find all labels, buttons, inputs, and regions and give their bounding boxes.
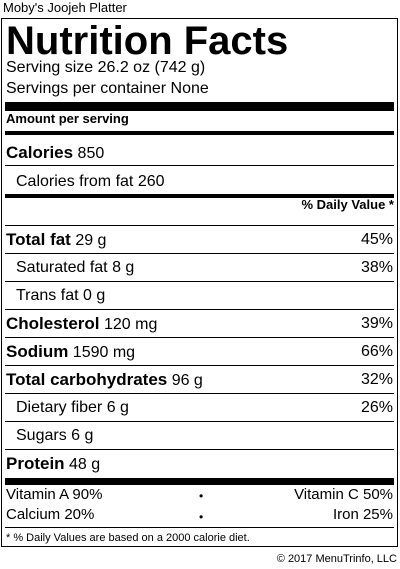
nutrient-dv: 66% xyxy=(360,343,393,360)
nutrient-amount: 1590 mg xyxy=(72,344,136,361)
calories-from-fat-row: Calories from fat 260 xyxy=(5,165,394,194)
nutrient-dv: 38% xyxy=(360,259,393,276)
nutrient-amount: 0 g xyxy=(83,287,106,304)
nutrient-label: Sodium xyxy=(6,342,69,361)
nutrient-row-trans-fat: Trans fat 0 g xyxy=(5,281,394,310)
nutrient-label: Cholesterol xyxy=(6,314,100,333)
nutrition-label: Nutrition Facts Serving size 26.2 oz (74… xyxy=(1,18,398,547)
serving-size: Serving size 26.2 oz (742 g) xyxy=(6,59,206,76)
nutrient-amount: 120 mg xyxy=(103,316,158,333)
calories-from-fat-value: 260 xyxy=(137,173,165,190)
copyright: © 2017 MenuTrinfo, LLC xyxy=(276,553,397,565)
nutrient-row-dietary-fiber: Dietary fiber 6 g 26% xyxy=(5,393,394,422)
nutrient-label: Saturated fat xyxy=(16,259,108,276)
medium-divider xyxy=(5,194,394,198)
nutrient-row-sugars: Sugars 6 g xyxy=(5,421,394,450)
nutrient-row-saturated-fat: Saturated fat 8 g 38% xyxy=(5,253,394,282)
nutrient-label: Dietary fiber xyxy=(16,399,103,416)
nutrient-dv: 26% xyxy=(360,399,393,416)
footnote: * % Daily Values are based on a 2000 cal… xyxy=(6,532,250,544)
label-title: Nutrition Facts xyxy=(6,19,289,63)
nutrient-amount: 29 g xyxy=(75,232,107,249)
nutrient-row-cholesterol: Cholesterol 120 mg 39% xyxy=(5,309,394,338)
amount-per-serving: Amount per serving xyxy=(6,111,129,126)
vitamin-c: Vitamin C 50% xyxy=(294,486,393,503)
calories-from-fat-label: Calories from fat xyxy=(16,173,134,190)
nutrient-amount: 96 g xyxy=(171,372,203,389)
nutrient-amount: 48 g xyxy=(69,456,101,473)
thick-divider xyxy=(5,478,394,485)
nutrient-amount: 6 g xyxy=(106,399,129,416)
nutrient-dv: 32% xyxy=(360,371,393,388)
calcium: Calcium 20% xyxy=(6,506,95,523)
calories-value: 850 xyxy=(77,145,105,162)
nutrient-dv: 39% xyxy=(360,315,393,332)
nutrient-label: Total fat xyxy=(6,230,71,249)
nutrient-label: Sugars xyxy=(16,427,67,444)
nutrient-amount: 8 g xyxy=(112,259,135,276)
thin-divider xyxy=(5,527,394,528)
bullet-icon: • xyxy=(199,489,204,503)
nutrient-label: Protein xyxy=(6,454,65,473)
nutrient-row-sodium: Sodium 1590 mg 66% xyxy=(5,337,394,366)
bullet-icon: • xyxy=(199,510,204,524)
nutrient-dv: 45% xyxy=(360,231,393,248)
medium-divider xyxy=(5,131,394,135)
servings-per-container: Servings per container None xyxy=(6,80,209,97)
calories-label: Calories xyxy=(6,143,74,162)
nutrient-row-total-fat: Total fat 29 g 45% xyxy=(5,225,394,254)
nutrient-amount: 6 g xyxy=(71,427,94,444)
thick-divider xyxy=(5,102,394,111)
iron: Iron 25% xyxy=(332,506,393,523)
calories-row: Calories 850 xyxy=(5,137,394,165)
nutrient-row-protein: Protein 48 g xyxy=(5,449,394,478)
nutrient-label: Trans fat xyxy=(16,287,79,304)
vitamin-a: Vitamin A 90% xyxy=(6,486,103,503)
nutrient-label: Total carbohydrates xyxy=(6,370,168,389)
nutrient-row-total-carbohydrates: Total carbohydrates 96 g 32% xyxy=(5,365,394,394)
daily-value-header: % Daily Value * xyxy=(301,197,395,212)
restaurant-name: Moby's Joojeh Platter xyxy=(3,0,127,15)
